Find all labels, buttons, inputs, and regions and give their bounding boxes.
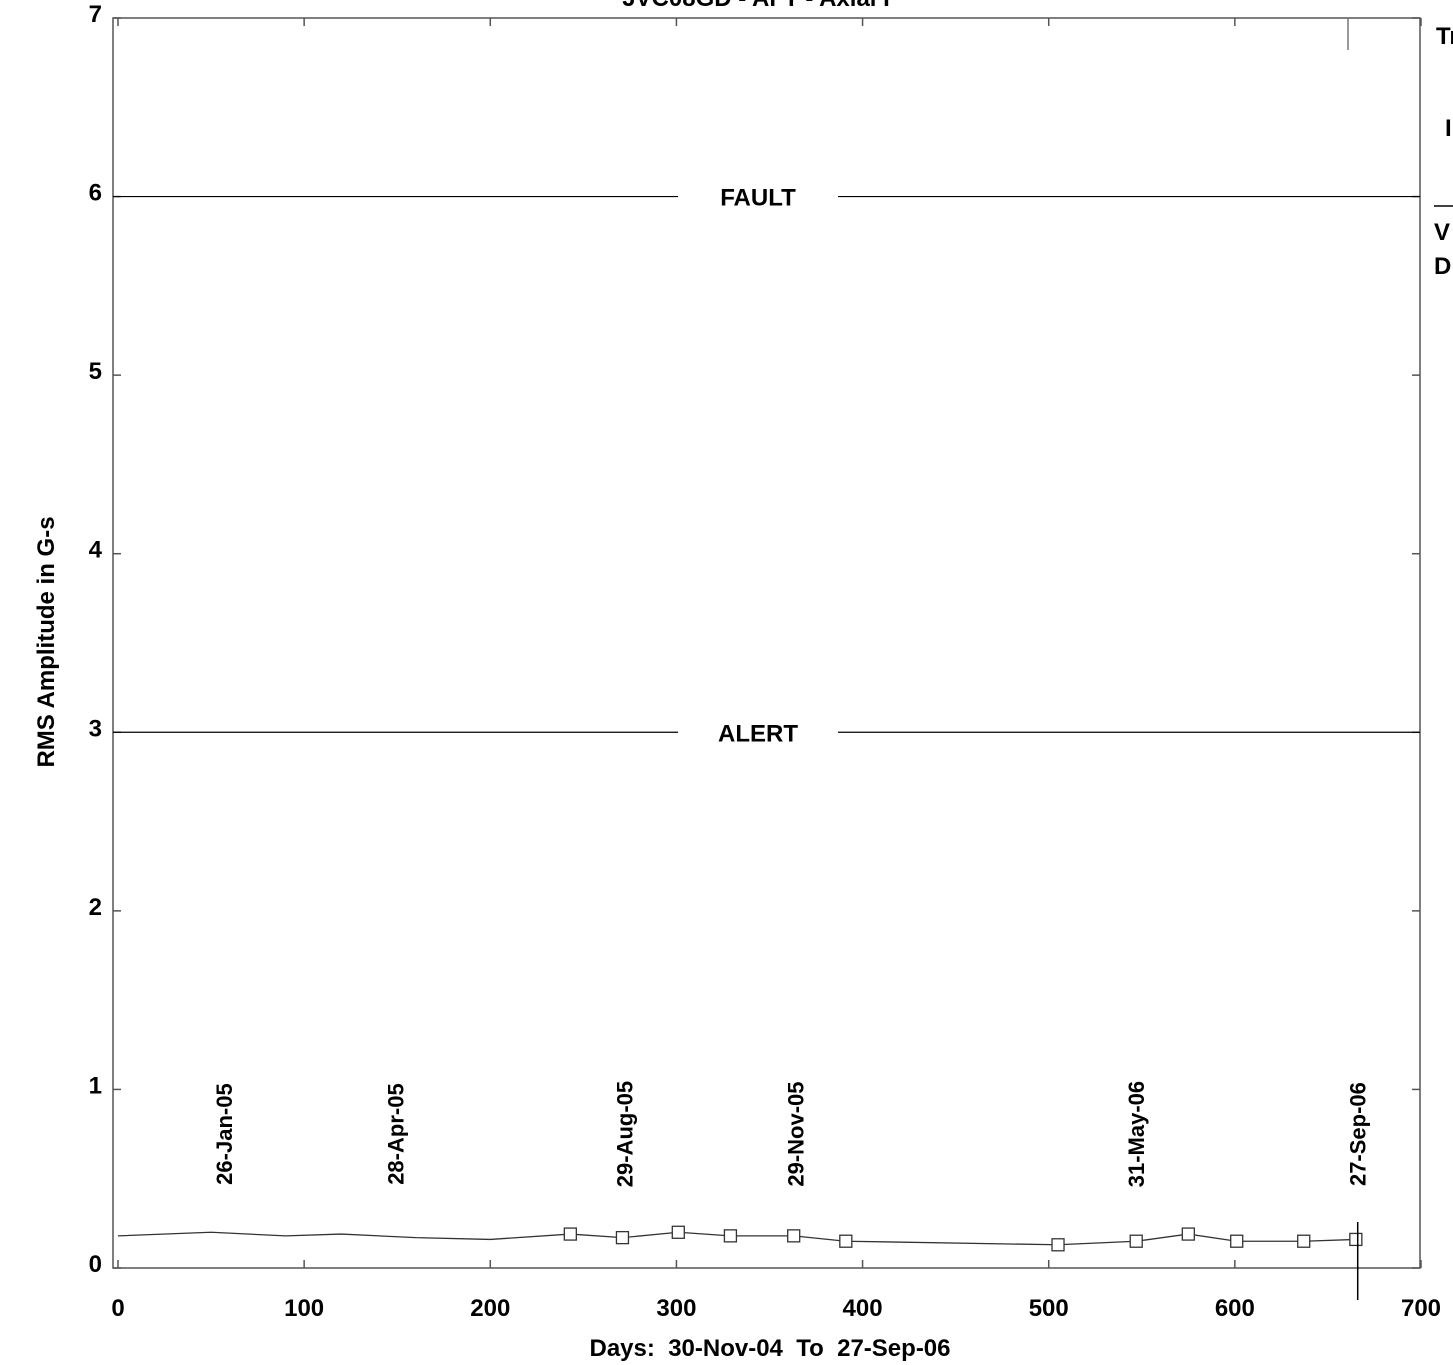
data-point <box>1051 1238 1065 1252</box>
data-point <box>671 1225 685 1239</box>
x-tick-label: 300 <box>656 1295 696 1322</box>
date-marker-label: 26-Jan-05 <box>212 1083 237 1185</box>
data-point <box>1181 1227 1195 1241</box>
date-marker-label: 31-May-06 <box>1124 1081 1149 1187</box>
y-tick-label: 5 <box>89 358 102 385</box>
x-axis-ticks: 0 100 200 300 400 500 600 700 <box>111 18 1441 1322</box>
data-point <box>787 1229 801 1243</box>
x-tick-label: 0 <box>111 1295 124 1322</box>
y-tick-label: 7 <box>89 1 102 28</box>
data-point <box>1129 1234 1143 1248</box>
x-tick-label: 600 <box>1215 1295 1255 1322</box>
date-marker-label: 29-Aug-05 <box>612 1081 637 1187</box>
data-point <box>615 1230 630 1245</box>
side-label-2: I <box>1445 115 1452 142</box>
y-axis-ticks: 0 1 2 3 4 5 6 7 <box>89 1 1420 1278</box>
date-marker-label: 29-Nov-05 <box>784 1081 809 1186</box>
threshold-label: ALERT <box>718 720 798 747</box>
y-tick-label: 0 <box>89 1251 102 1278</box>
y-tick-label: 1 <box>89 1072 102 1099</box>
threshold-lines: FAULT ALERT <box>113 185 1420 747</box>
data-point <box>1297 1234 1311 1248</box>
series-layer <box>117 1225 1363 1252</box>
chart-title: JVC08GD - AFT - Axial F <box>622 0 898 12</box>
date-markers: 26-Jan-05 28-Apr-05 29-Aug-05 29-Nov-05 31-M… <box>212 1081 1371 1187</box>
y-tick-label: 3 <box>89 715 102 742</box>
threshold-label: FAULT <box>720 185 796 212</box>
x-axis-title: Days: 30-Nov-04 To 27-Sep-06 <box>589 1335 950 1362</box>
data-point <box>839 1234 853 1248</box>
x-tick-label: 500 <box>1029 1295 1069 1322</box>
side-label-3: V <box>1434 219 1450 246</box>
y-tick-label: 6 <box>89 180 102 207</box>
x-tick-label: 700 <box>1401 1295 1441 1322</box>
side-label-1: Tr <box>1436 23 1453 50</box>
date-marker-label: 28-Apr-05 <box>383 1083 408 1184</box>
y-tick-label: 2 <box>89 894 102 921</box>
x-tick-label: 400 <box>843 1295 883 1322</box>
plot-frame <box>112 17 1421 1269</box>
data-point <box>1349 1232 1363 1247</box>
data-point <box>1230 1234 1244 1248</box>
y-tick-label: 4 <box>89 537 103 564</box>
data-point <box>723 1229 738 1243</box>
date-marker-label: 27-Sep-06 <box>1346 1082 1371 1186</box>
series-line <box>117 1231 1356 1246</box>
x-tick-label: 100 <box>284 1295 324 1322</box>
data-point <box>563 1227 577 1241</box>
y-axis-title: RMS Amplitude in G-s <box>33 516 60 767</box>
side-label-4: D <box>1434 253 1451 280</box>
x-tick-label: 200 <box>470 1295 510 1322</box>
